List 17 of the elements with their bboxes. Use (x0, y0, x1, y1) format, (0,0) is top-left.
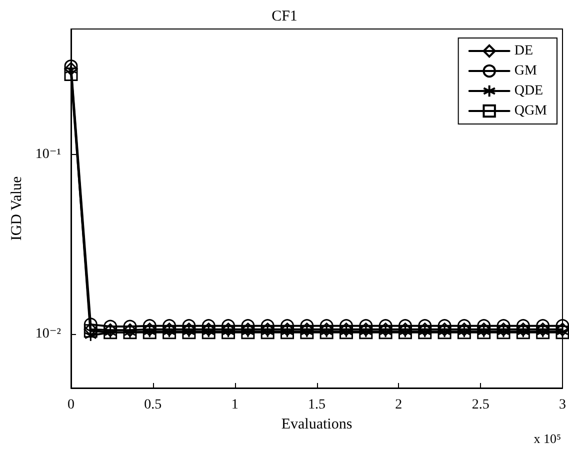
y-tick-label: 10⁻¹ (35, 146, 61, 162)
legend-label: QGM (514, 104, 548, 118)
x-tick-label: 1 (231, 398, 238, 412)
chart-title: CF1 (272, 8, 298, 24)
x-tick-label: 3 (559, 398, 566, 412)
legend-label: DE (514, 44, 534, 58)
x-tick-label: 2.5 (472, 398, 490, 412)
x-tick-label: 1.5 (308, 398, 326, 412)
text: x 10⁵ (534, 431, 562, 446)
legend-label: QDE (514, 84, 544, 98)
x-tick-label: 2 (395, 398, 402, 412)
x-tick-label: 0 (68, 398, 74, 412)
x-tick-label: 0.5 (144, 398, 162, 412)
y-axis-title: IGD Value (9, 176, 26, 241)
legend-label: GM (514, 64, 538, 78)
x-axis-title: Evaluations (281, 416, 352, 432)
y-tick-label: 10⁻² (35, 326, 61, 342)
